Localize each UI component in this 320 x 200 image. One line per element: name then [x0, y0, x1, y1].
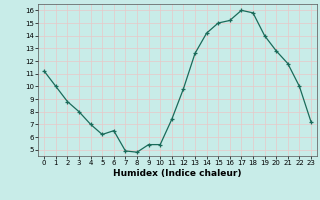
X-axis label: Humidex (Indice chaleur): Humidex (Indice chaleur) — [113, 169, 242, 178]
